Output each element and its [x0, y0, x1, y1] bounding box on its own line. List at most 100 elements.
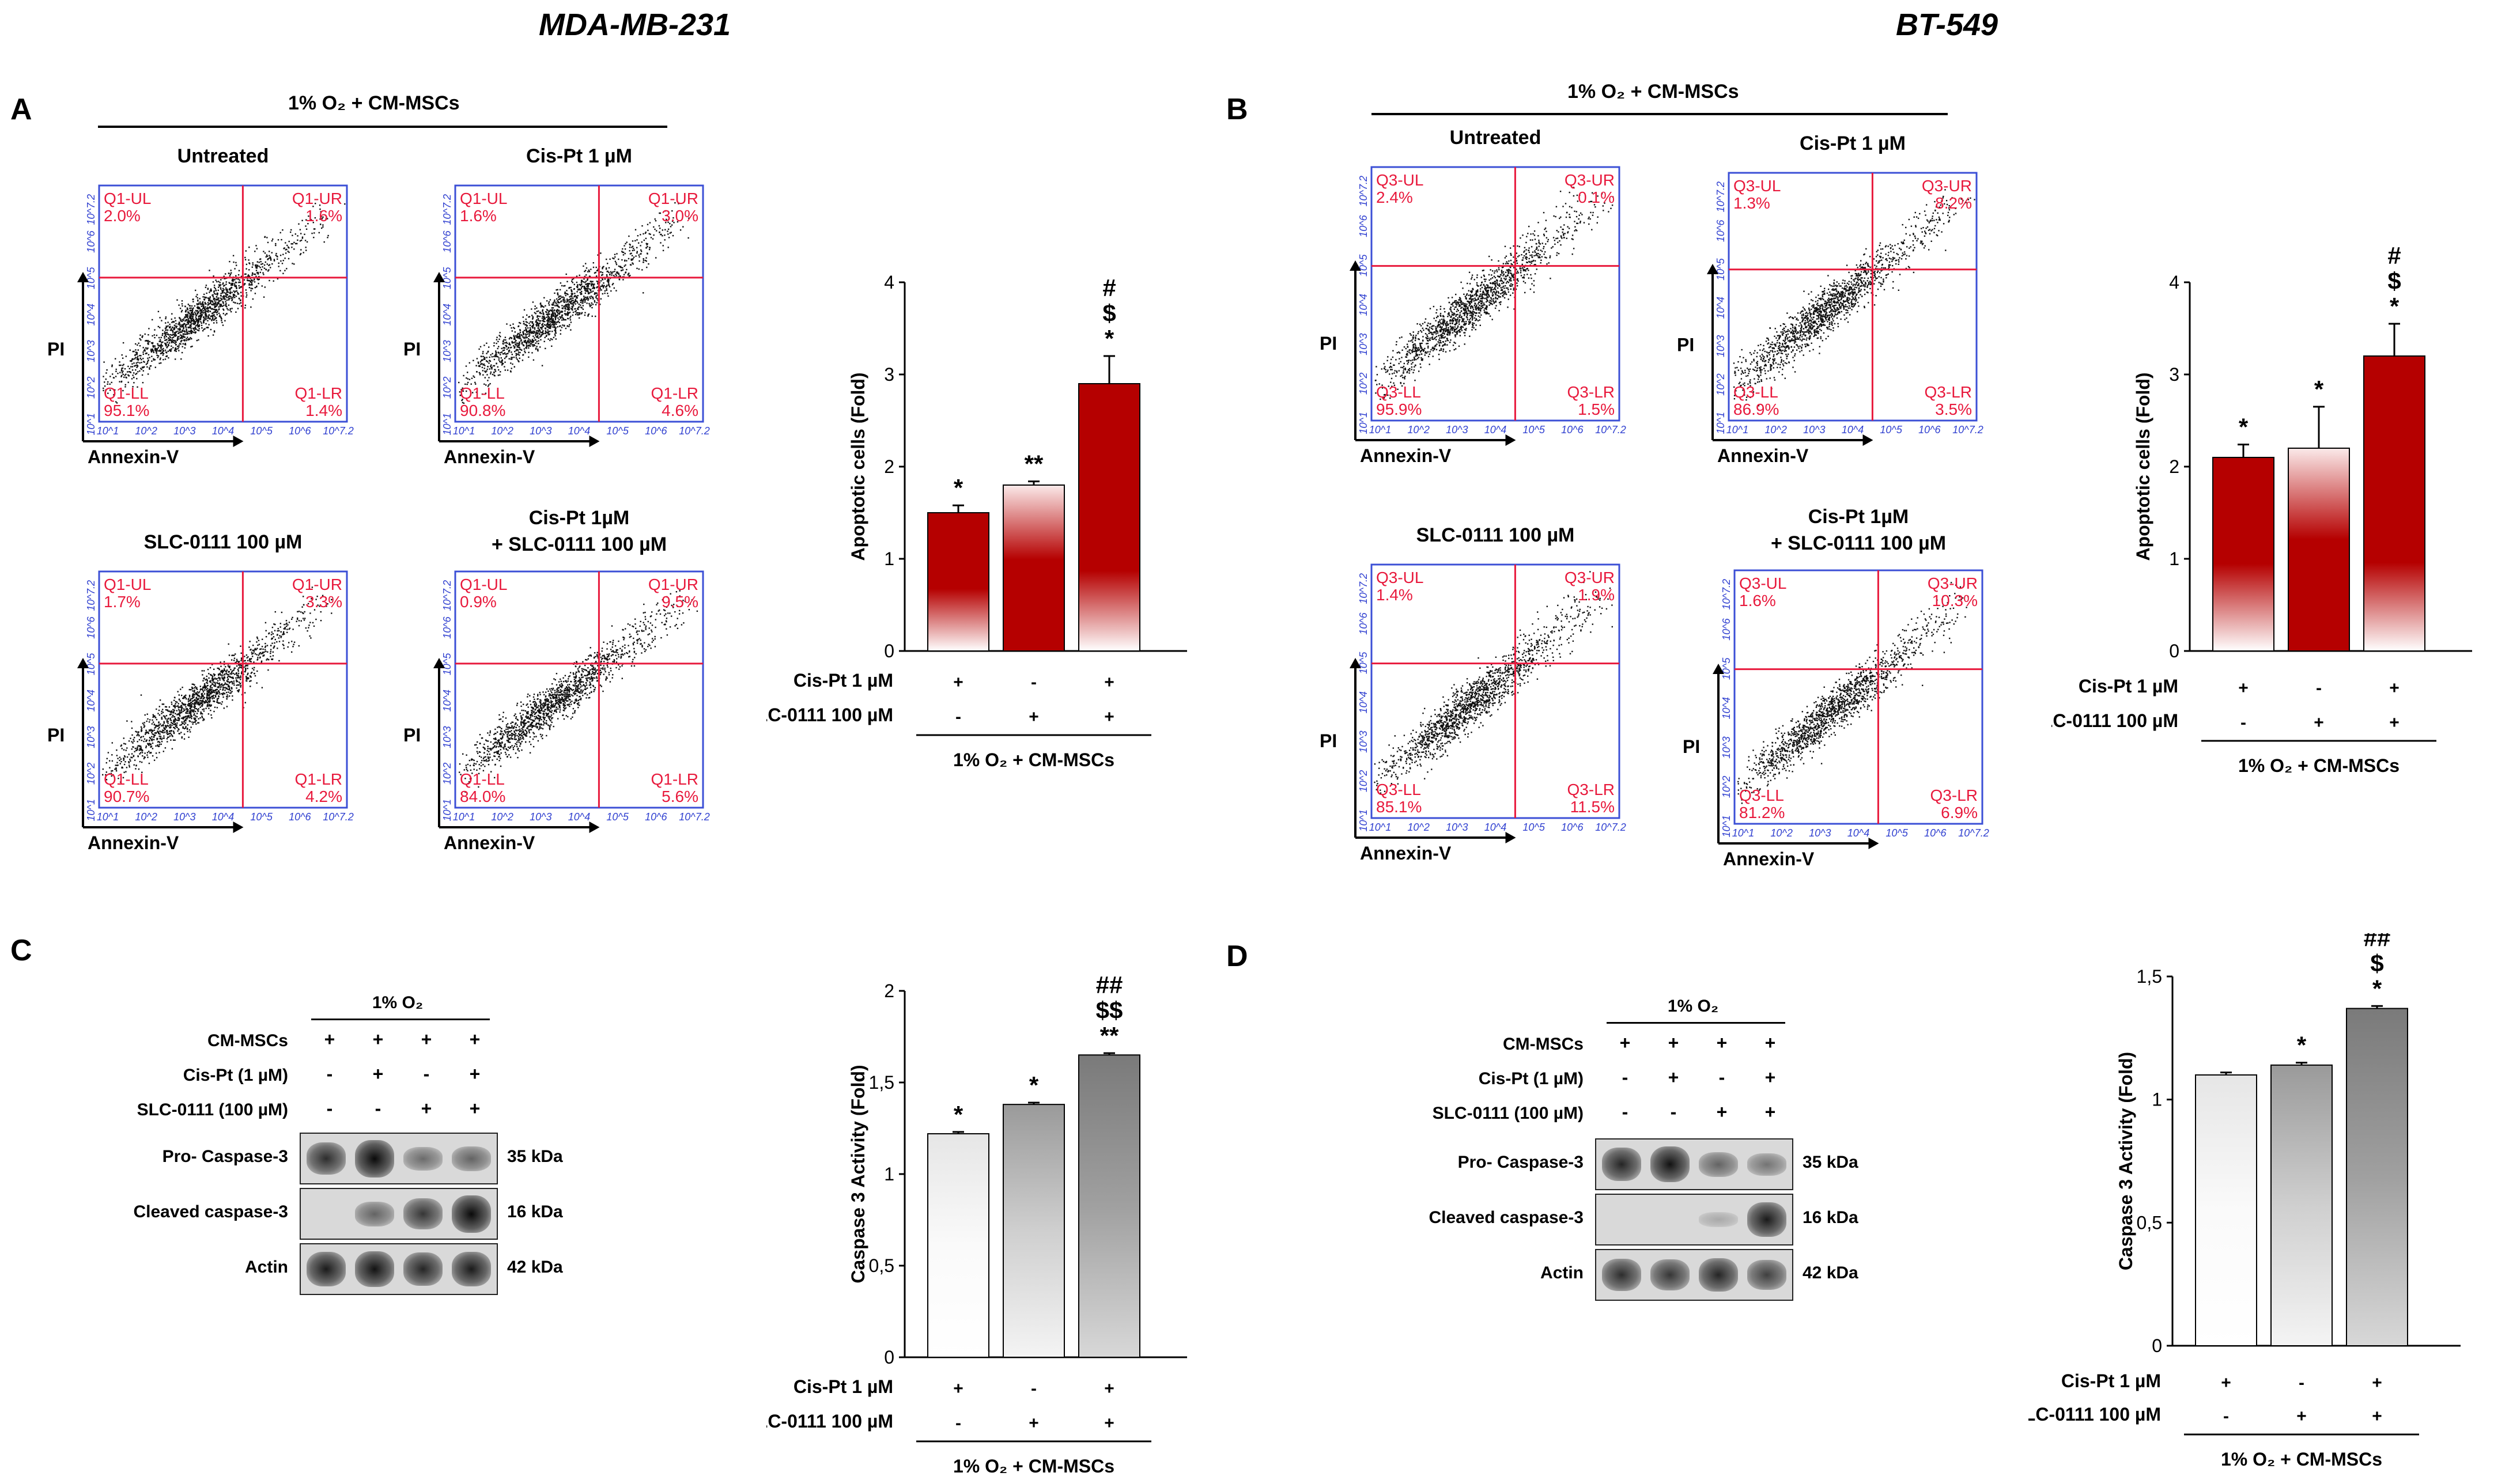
x-axis-label: Annexin-V — [1723, 849, 1815, 869]
treat-sign-slc: + — [1104, 707, 1114, 726]
x-tick-label: 10^5 — [250, 425, 273, 437]
wb-sign: + — [469, 1063, 481, 1084]
flow-plot-frame — [1370, 563, 1620, 819]
wb-row-label: CM-MSCs — [1503, 1035, 1584, 1054]
flow-events — [103, 203, 346, 404]
quadrant-label: Q3-UL — [1733, 177, 1781, 195]
wb-group-underline — [1607, 1022, 1785, 1024]
y-tick-label: 10^3 — [85, 726, 97, 748]
wb-sign: + — [421, 1029, 432, 1050]
x-tick-label: 10^2 — [135, 811, 157, 823]
x-tick-label: 10^4 — [1842, 424, 1864, 436]
y-tick-label: 0 — [2152, 1335, 2162, 1356]
x-tick-label: 10^5 — [250, 811, 273, 823]
quadrant-label: Q1-UR — [648, 190, 698, 207]
wb-band — [1602, 1148, 1641, 1181]
quadrant-label: 1.4% — [305, 402, 342, 419]
bar — [2212, 457, 2274, 652]
quadrant-label: 0.1% — [1578, 188, 1615, 206]
quadrant-label: Q3-LL — [1739, 786, 1784, 804]
quadrant-label: Q3-LR — [1567, 383, 1615, 401]
quadrant-label: 81.2% — [1739, 804, 1785, 822]
treat-sign-cispt: + — [953, 1379, 963, 1398]
y-tick-label: 10^4 — [1358, 691, 1369, 713]
y-tick-label: 10^1 — [1358, 809, 1369, 831]
x-tick-label: 10^4 — [568, 811, 590, 823]
y-tick-label: 2 — [2169, 456, 2179, 477]
wb-sign: - — [1670, 1101, 1677, 1122]
y-axis-label: PI — [403, 725, 421, 745]
treat-sign-cispt: + — [2372, 1373, 2382, 1392]
wb-row-label: SLC-0111 (100 µM) — [137, 1100, 288, 1119]
wb-band — [1747, 1202, 1786, 1237]
y-tick-label: 10^6 — [441, 230, 453, 252]
treat-sign-cispt: - — [2299, 1373, 2304, 1392]
flow-header-a: 1% O₂ + CM-MSCs — [288, 92, 460, 114]
bar — [2270, 1064, 2333, 1346]
y-axis-title: Apoptotic cells (Fold) — [2133, 372, 2153, 561]
quadrant-label: 2.4% — [1376, 188, 1413, 206]
treat-sign-slc: + — [2372, 1407, 2382, 1426]
significance-mark: * — [954, 474, 963, 501]
wb-kda-label: 16 kDa — [1803, 1208, 1858, 1227]
panel-letter-d: D — [1226, 940, 1248, 973]
quadrant-label: Q3-LR — [1930, 786, 1978, 804]
wb-sign: + — [1619, 1032, 1631, 1053]
y-tick-label: 10^2 — [441, 763, 453, 785]
quadrant-label: 5.6% — [662, 788, 698, 805]
wb-blot-strip — [1595, 1194, 1793, 1246]
wb-band — [1650, 1146, 1690, 1182]
x-tick-label: 10^7.2 — [323, 811, 354, 823]
x-tick-label: 10^4 — [212, 425, 234, 437]
bar — [2346, 1008, 2408, 1346]
x-axis-label: Annexin-V — [444, 446, 535, 467]
flow-events — [1374, 187, 1614, 400]
wb-band — [1650, 1259, 1690, 1290]
bar — [1078, 1054, 1140, 1358]
wb-band-label: Actin — [245, 1258, 288, 1277]
quadrant-label: 85.1% — [1376, 798, 1422, 816]
y-tick-label: 10^3 — [441, 726, 453, 748]
y-tick-label: 4 — [884, 272, 894, 293]
y-tick-label: 3 — [884, 364, 894, 385]
wb-band — [1747, 1260, 1786, 1290]
y-axis-title: Caspase 3 Activity (Fold) — [848, 1065, 868, 1283]
y-tick-label: 10^3 — [1358, 333, 1369, 355]
treat-sign-cispt: + — [2389, 679, 2400, 698]
y-tick-label: 10^6 — [1358, 214, 1369, 237]
x-tick-label: 10^3 — [1809, 827, 1831, 839]
x-tick-label: 10^5 — [1885, 827, 1908, 839]
wb-band-label: Actin — [1540, 1263, 1584, 1282]
y-tick-label: 10^2 — [85, 763, 97, 785]
quadrant-label: Q3-LR — [1567, 781, 1615, 798]
x-tick-label: 10^2 — [1764, 424, 1786, 436]
quadrant-label: Q1-UR — [292, 190, 342, 207]
quadrant-label: 6.9% — [1941, 804, 1978, 822]
x-tick-label: 10^7.2 — [323, 425, 354, 437]
treat-sign-cispt: + — [953, 673, 963, 692]
wb-group-label: 1% O₂ — [1667, 997, 1719, 1016]
quadrant-label: Q3-UR — [1928, 574, 1978, 592]
x-tick-label: 10^7.2 — [1958, 827, 1989, 839]
y-tick-label: 10^1 — [1715, 412, 1726, 434]
row-label-slc: SLC-0111 100 µM — [766, 705, 893, 725]
wb-sign: + — [469, 1098, 481, 1119]
treat-sign-slc: - — [2240, 713, 2246, 732]
x-tick-label: 10^2 — [1407, 822, 1429, 833]
y-tick-label: 10^6 — [85, 230, 97, 252]
wb-sign: - — [1718, 1067, 1725, 1088]
x-tick-label: 10^2 — [135, 425, 157, 437]
x-tick-label: 10^3 — [530, 425, 551, 437]
y-tick-label: 10^3 — [1715, 335, 1726, 357]
x-tick-label: 10^1 — [1732, 827, 1754, 839]
y-axis-arrowhead — [1350, 260, 1361, 271]
wb-group-underline — [311, 1019, 490, 1020]
x-tick-label: 10^2 — [491, 425, 513, 437]
x-tick-label: 10^1 — [453, 811, 475, 823]
quadrant-label: Q1-UR — [292, 576, 342, 593]
wb-sign: + — [1668, 1032, 1679, 1053]
x-tick-label: 10^5 — [1522, 424, 1545, 436]
